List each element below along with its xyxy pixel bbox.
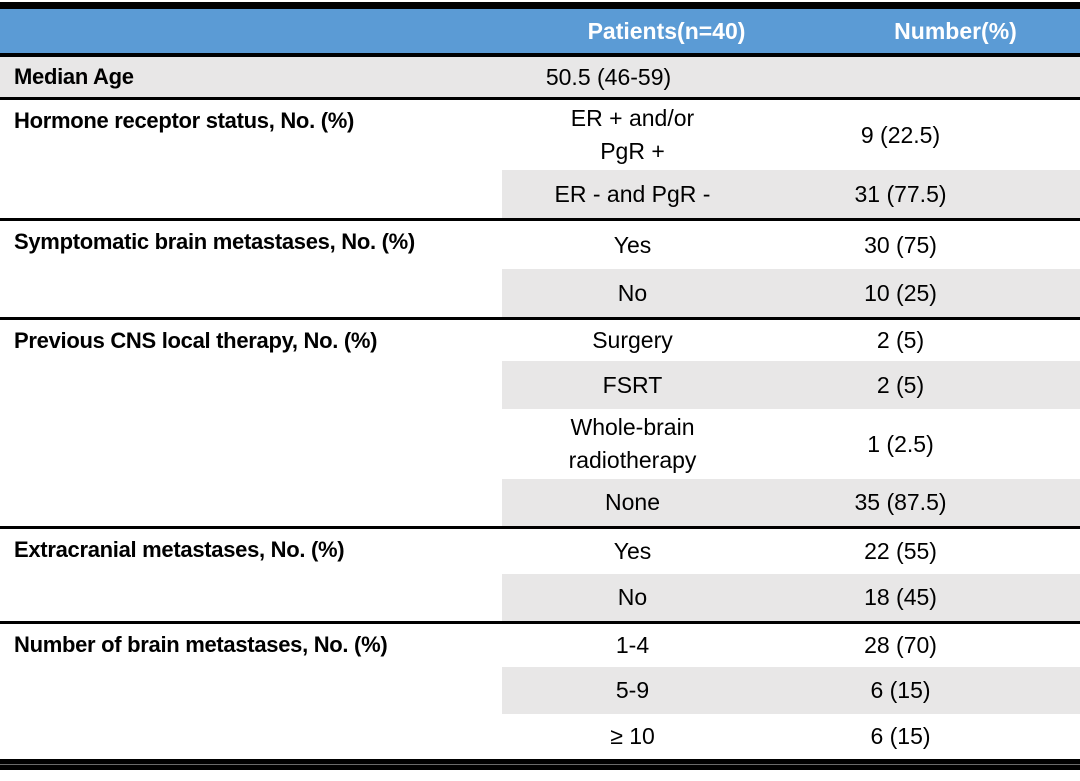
value-cell: None (605, 489, 660, 515)
table-row: ER + and/or PgR + 9 (22.5) (502, 100, 1080, 170)
table-row: Surgery 2 (5) (502, 320, 1080, 361)
header-bottom-border (0, 53, 1080, 57)
value-cell: ER - and PgR - (554, 180, 711, 207)
section-divider (0, 218, 1080, 221)
number-cell: 22 (55) (864, 538, 937, 564)
number-cell: 9 (22.5) (860, 121, 941, 148)
section-label: Hormone receptor status, No. (%) (14, 108, 355, 133)
number-cell: 2 (5) (876, 371, 925, 398)
top-margin (0, 0, 1080, 2)
number-cell: 31 (77.5) (854, 180, 947, 207)
number-cell: 18 (45) (864, 584, 937, 610)
table-row-median-age: Median Age 50.5 (46-59) (0, 57, 1080, 97)
table-row: 5-9 6 (15) (502, 667, 1080, 714)
section-extracranial-metastases: Extracranial metastases, No. (%) Yes 22 … (0, 529, 1080, 621)
table-header-row: Patients(n=40) Number(%) (0, 9, 1080, 53)
number-cell: 6 (15) (870, 723, 931, 749)
value-cell: 5-9 (615, 677, 650, 703)
number-cell: 6 (15) (870, 677, 931, 703)
section-divider (0, 317, 1080, 320)
section-number-of-brain-metastases: Number of brain metastases, No. (%) 1-4 … (0, 624, 1080, 759)
section-hormone-receptor-status: Hormone receptor status, No. (%) ER + an… (0, 100, 1080, 218)
number-cell: 35 (87.5) (854, 489, 947, 515)
table-row: No 18 (45) (502, 574, 1080, 621)
value-cell: FSRT (602, 371, 663, 398)
value-cell: ER + and/or PgR + (570, 105, 695, 164)
table-bottom-border (0, 759, 1080, 770)
section-label: Symptomatic brain metastases, No. (%) (14, 229, 415, 254)
value-cell: 50.5 (46-59) (545, 63, 672, 90)
column-header-number: Number(%) (894, 17, 1017, 44)
value-cell: Surgery (592, 327, 673, 353)
table-row: No 10 (25) (502, 269, 1080, 317)
value-cell: Yes (613, 231, 652, 258)
section-label: Number of brain metastases, No. (%) (14, 632, 388, 657)
number-cell (775, 57, 1080, 97)
value-cell: ≥ 10 (610, 723, 655, 749)
section-previous-cns-local-therapy: Previous CNS local therapy, No. (%) Surg… (0, 320, 1080, 526)
bottom-margin (0, 770, 1080, 781)
table-row: ≥ 10 6 (15) (502, 714, 1080, 759)
value-cell: No (617, 584, 648, 610)
value-cell: 1-4 (615, 632, 650, 658)
section-label: Median Age (14, 64, 134, 89)
section-divider (0, 621, 1080, 624)
value-cell: Yes (613, 538, 652, 564)
section-divider (0, 526, 1080, 529)
table-row: Whole-brain radiotherapy 1 (2.5) (502, 409, 1080, 479)
number-cell: 30 (75) (864, 231, 937, 258)
value-cell: Whole-brain radiotherapy (568, 414, 697, 473)
table-row: Yes 30 (75) (502, 221, 1080, 269)
number-cell: 28 (70) (864, 632, 937, 658)
section-label: Previous CNS local therapy, No. (%) (14, 328, 378, 353)
header-empty-cell (0, 9, 502, 53)
table-row: ER - and PgR - 31 (77.5) (502, 170, 1080, 218)
value-cell: No (617, 279, 648, 306)
section-symptomatic-brain-metastases: Symptomatic brain metastases, No. (%) Ye… (0, 221, 1080, 317)
number-cell: 2 (5) (876, 327, 925, 353)
table-row: Yes 22 (55) (502, 529, 1080, 574)
section-divider (0, 97, 1080, 100)
number-cell: 1 (2.5) (867, 430, 934, 457)
table-row: 1-4 28 (70) (502, 624, 1080, 667)
table-row: FSRT 2 (5) (502, 361, 1080, 409)
number-cell: 10 (25) (864, 279, 937, 306)
section-label: Extracranial metastases, No. (%) (14, 537, 345, 562)
column-header-patients: Patients(n=40) (587, 17, 746, 44)
table-row: None 35 (87.5) (502, 479, 1080, 526)
table-top-border (0, 2, 1080, 9)
